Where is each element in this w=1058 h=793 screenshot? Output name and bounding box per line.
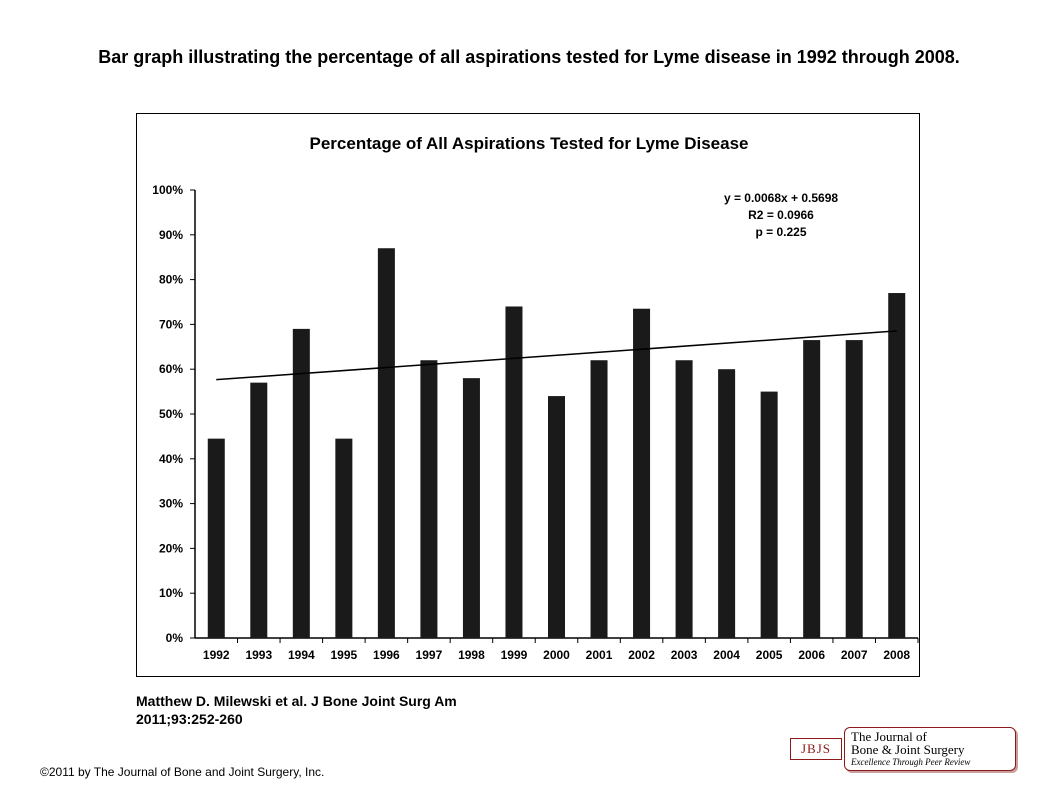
bar-2004 [718,369,736,638]
citation-authors: Matthew D. Milewski et al. J Bone Joint … [136,693,457,709]
citation-reference: 2011;93:252-260 [136,711,243,727]
bar-2005 [760,391,778,638]
x-tick-label: 1997 [416,648,443,662]
y-tick-label: 90% [159,228,183,242]
bar-2002 [633,308,651,638]
x-tick-label: 2001 [586,648,613,662]
x-tick-label: 1995 [331,648,358,662]
x-tick-label: 1996 [373,648,400,662]
y-tick-label: 30% [159,497,183,511]
bar-1996 [377,248,395,639]
x-tick-label: 2000 [543,648,570,662]
journal-logo: JBJS The Journal of Bone & Joint Surgery… [790,725,1020,773]
x-tick-label: 2002 [628,648,655,662]
trend-equation: y = 0.0068x + 0.5698 [724,191,838,205]
bar-1998 [462,378,480,638]
bar-2008 [888,293,906,638]
x-tick-label: 1999 [501,648,528,662]
trend-r2: R2 = 0.0966 [748,208,814,222]
bar-1997 [420,360,438,638]
y-tick-label: 60% [159,362,183,376]
bar-2003 [675,360,693,638]
y-tick-label: 40% [159,452,183,466]
bar-2006 [803,340,821,638]
y-tick-label: 20% [159,541,183,555]
logo-box: The Journal of Bone & Joint Surgery Exce… [844,727,1016,771]
x-tick-label: 2008 [883,648,910,662]
trend-line [216,330,897,381]
bar-1995 [335,438,353,638]
logo-line-1: The Journal of [851,729,927,744]
logo-badge: JBJS [790,738,842,760]
y-tick-label: 50% [159,407,183,421]
y-tick-label: 80% [159,273,183,287]
copyright-notice: ©2011 by The Journal of Bone and Joint S… [40,765,325,779]
x-tick-label: 2007 [841,648,868,662]
bar-1999 [505,306,523,638]
y-tick-label: 10% [159,586,183,600]
bar-1993 [250,382,268,638]
logo-line-2: Bone & Joint Surgery [851,742,965,757]
bar-1992 [207,438,225,638]
x-tick-label: 1993 [245,648,272,662]
bar-2007 [845,340,863,638]
x-tick-label: 1994 [288,648,315,662]
slide-title: Bar graph illustrating the percentage of… [98,47,960,67]
y-tick-label: 70% [159,317,183,331]
bar-2001 [590,360,608,638]
bar-1994 [292,328,310,638]
x-tick-label: 2003 [671,648,698,662]
x-tick-label: 1998 [458,648,485,662]
x-tick-label: 1992 [203,648,230,662]
x-tick-label: 2006 [798,648,825,662]
logo-tagline: Excellence Through Peer Review [851,757,971,767]
bar-chart: Percentage of All Aspirations Tested for… [152,134,919,662]
chart-frame: Percentage of All Aspirations Tested for… [136,113,920,677]
x-tick-label: 2005 [756,648,783,662]
y-tick-label: 0% [166,631,184,645]
bar-2000 [547,396,566,638]
chart-title: Percentage of All Aspirations Tested for… [310,134,749,153]
trend-p-value: p = 0.225 [755,225,806,239]
y-tick-label: 100% [152,183,183,197]
citation: Matthew D. Milewski et al. J Bone Joint … [136,692,457,728]
x-tick-label: 2004 [713,648,740,662]
